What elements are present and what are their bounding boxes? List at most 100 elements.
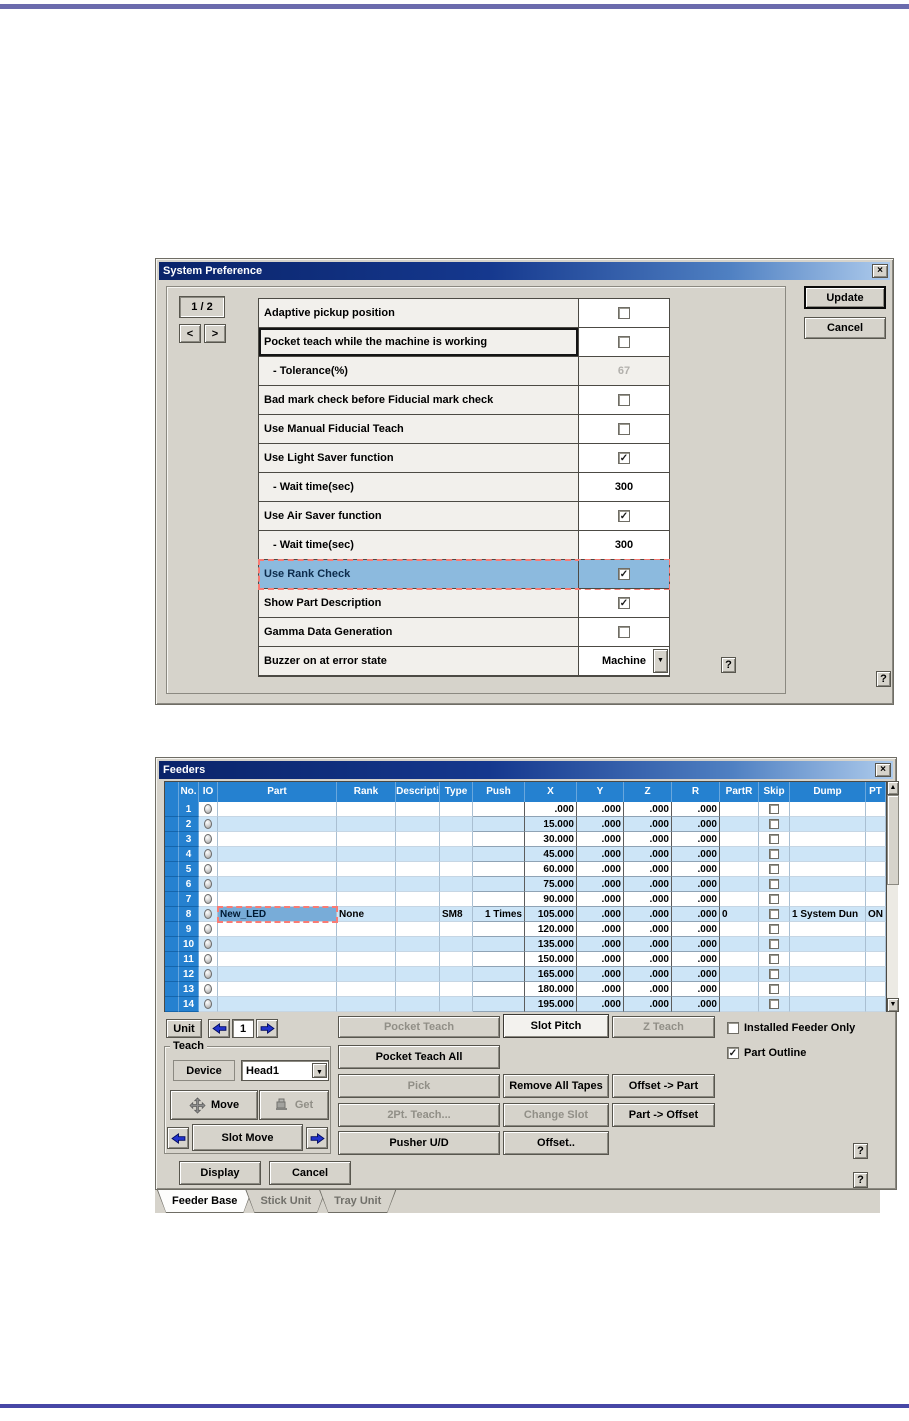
sp-setting-value[interactable]: Machine ▼ <box>579 647 669 676</box>
feeders-titlebar[interactable]: Feeders × <box>159 761 893 779</box>
feeder-row-8[interactable]: 8 New_LED None SM8 1 Times 105.000.000.000.00… <box>165 906 886 923</box>
cell-part[interactable] <box>218 952 337 967</box>
scroll-up-icon[interactable]: ▲ <box>887 781 899 795</box>
slot-move-right-arrow-icon[interactable] <box>306 1127 328 1149</box>
feeder-row-5[interactable]: 5 60.000.000.000.000 <box>165 862 886 877</box>
checkbox-icon[interactable] <box>618 423 630 435</box>
change-slot-button[interactable]: Change Slot <box>503 1103 609 1127</box>
sp-setting-value[interactable]: ✓ <box>579 502 669 531</box>
checkbox-checked-icon[interactable]: ✓ <box>618 597 630 609</box>
sp-cancel-button[interactable]: Cancel <box>804 317 886 339</box>
cell-part[interactable] <box>218 847 337 862</box>
cell-part[interactable] <box>218 832 337 847</box>
column-header-skip[interactable]: Skip <box>759 782 790 802</box>
cell-part[interactable] <box>218 937 337 952</box>
display-button[interactable]: Display <box>179 1161 261 1185</box>
remove-all-tapes-button[interactable]: Remove All Tapes <box>503 1074 609 1098</box>
tab-feeder-base[interactable]: Feeder Base <box>157 1190 252 1213</box>
feeder-row-1[interactable]: 1.000.000.000.000 <box>165 802 886 817</box>
feeder-row-7[interactable]: 7 90.000.000.000.000 <box>165 892 886 907</box>
cell-part[interactable] <box>218 967 337 982</box>
skip-checkbox-icon[interactable] <box>769 819 779 829</box>
feeder-row-4[interactable]: 4 45.000.000.000.000 <box>165 847 886 862</box>
chevron-down-icon[interactable]: ▼ <box>312 1063 327 1078</box>
checkbox-icon[interactable] <box>618 626 630 638</box>
feeders-cancel-button[interactable]: Cancel <box>269 1161 351 1185</box>
get-button[interactable]: Get <box>259 1090 329 1120</box>
column-header-pt[interactable]: PT <box>866 782 886 802</box>
cell-part[interactable] <box>218 982 337 997</box>
skip-checkbox-icon[interactable] <box>769 954 779 964</box>
skip-checkbox-icon[interactable] <box>769 834 779 844</box>
feeder-row-10[interactable]: 10 135.000.000.000.000 <box>165 937 886 952</box>
feeder-row-3[interactable]: 3 30.000.000.000.000 <box>165 832 886 847</box>
checkbox-checked-icon[interactable]: ✓ <box>727 1047 739 1059</box>
feeder-row-6[interactable]: 6 75.000.000.000.000 <box>165 877 886 892</box>
column-header-y[interactable]: Y <box>577 782 624 802</box>
checkbox-icon[interactable] <box>618 307 630 319</box>
two-pt-teach-button[interactable]: 2Pt. Teach... <box>338 1103 500 1127</box>
sp-next-page-button[interactable]: > <box>204 324 226 343</box>
feeder-row-2[interactable]: 2 15.000.000.000.000 <box>165 817 886 832</box>
unit-value-field[interactable]: 1 <box>232 1019 254 1038</box>
skip-checkbox-icon[interactable] <box>769 939 779 949</box>
column-header-dump[interactable]: Dump <box>790 782 866 802</box>
cell-part[interactable] <box>218 877 337 892</box>
device-button[interactable]: Device <box>173 1060 235 1081</box>
installed-feeder-only-checkbox[interactable]: Installed Feeder Only <box>727 1022 855 1034</box>
skip-checkbox-icon[interactable] <box>769 849 779 859</box>
help-icon[interactable]: ? <box>853 1172 868 1188</box>
sp-prev-page-button[interactable]: < <box>179 324 201 343</box>
sp-setting-value[interactable] <box>579 386 669 415</box>
offset-button[interactable]: Offset.. <box>503 1131 609 1155</box>
skip-checkbox-icon[interactable] <box>769 894 779 904</box>
cell-part[interactable] <box>218 817 337 832</box>
skip-checkbox-icon[interactable] <box>769 924 779 934</box>
sp-setting-value[interactable]: ✓ <box>579 560 669 589</box>
feeders-grid-scrollbar[interactable]: ▲ ▼ <box>886 781 899 1012</box>
sp-setting-value[interactable] <box>579 299 669 328</box>
close-icon[interactable]: × <box>875 763 891 777</box>
help-icon[interactable]: ? <box>721 657 736 673</box>
skip-checkbox-icon[interactable] <box>769 909 779 919</box>
column-header-io[interactable]: IO <box>199 782 218 802</box>
column-header-part[interactable]: Part <box>218 782 337 802</box>
skip-checkbox-icon[interactable] <box>769 984 779 994</box>
checkbox-checked-icon[interactable]: ✓ <box>618 568 630 580</box>
sp-setting-value[interactable]: ✓ <box>579 589 669 618</box>
skip-checkbox-icon[interactable] <box>769 969 779 979</box>
system-preference-titlebar[interactable]: System Preference × <box>159 262 890 280</box>
scrollbar-thumb[interactable] <box>887 795 899 885</box>
update-button[interactable]: Update <box>804 286 886 309</box>
checkbox-icon[interactable] <box>618 336 630 348</box>
slot-move-button[interactable]: Slot Move <box>192 1124 303 1151</box>
column-header-partr[interactable]: PartR <box>720 782 759 802</box>
pocket-teach-all-button[interactable]: Pocket Teach All <box>338 1045 500 1069</box>
checkbox-checked-icon[interactable]: ✓ <box>618 510 630 522</box>
device-select[interactable]: Head1 ▼ <box>241 1060 329 1081</box>
help-icon[interactable]: ? <box>876 671 891 687</box>
slot-move-left-arrow-icon[interactable] <box>167 1127 189 1149</box>
cell-part[interactable] <box>218 892 337 907</box>
z-teach-button[interactable]: Z Teach <box>612 1016 715 1038</box>
column-header-descripti[interactable]: Descripti <box>396 782 440 802</box>
column-header-rank[interactable]: Rank <box>337 782 396 802</box>
feeder-row-13[interactable]: 13 180.000.000.000.000 <box>165 982 886 997</box>
pocket-teach-button[interactable]: Pocket Teach <box>338 1016 500 1038</box>
pick-button[interactable]: Pick <box>338 1074 500 1098</box>
scroll-down-icon[interactable]: ▼ <box>887 998 899 1012</box>
sp-setting-value[interactable] <box>579 415 669 444</box>
column-header-push[interactable]: Push <box>473 782 525 802</box>
skip-checkbox-icon[interactable] <box>769 804 779 814</box>
cell-part[interactable] <box>218 862 337 877</box>
feeder-row-11[interactable]: 11 150.000.000.000.000 <box>165 952 886 967</box>
skip-checkbox-icon[interactable] <box>769 879 779 889</box>
feeder-row-12[interactable]: 12 165.000.000.000.000 <box>165 967 886 982</box>
feeder-row-14[interactable]: 14 195.000.000.000.000 <box>165 997 886 1012</box>
close-icon[interactable]: × <box>872 264 888 278</box>
part-outline-checkbox[interactable]: ✓ Part Outline <box>727 1047 807 1059</box>
chevron-down-icon[interactable]: ▼ <box>653 649 668 673</box>
sp-setting-value[interactable]: ✓ <box>579 444 669 473</box>
feeder-row-9[interactable]: 9 120.000.000.000.000 <box>165 922 886 937</box>
column-header-z[interactable]: Z <box>624 782 672 802</box>
